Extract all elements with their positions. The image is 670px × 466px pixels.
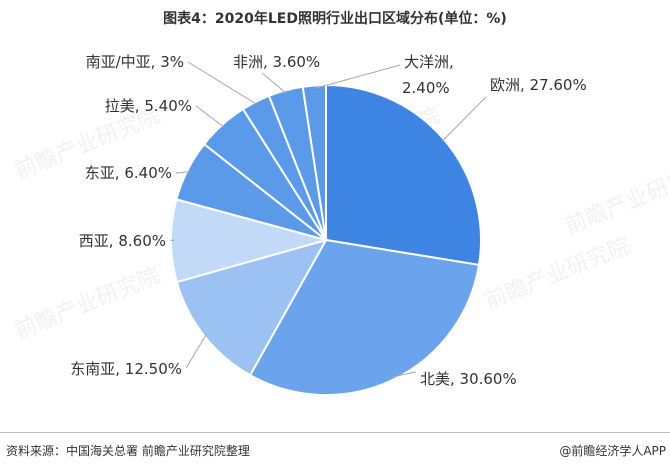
leader-line	[261, 72, 287, 94]
leader-line	[391, 371, 417, 378]
watermark-text: 前瞻产业研究院	[481, 234, 633, 315]
leader-line	[185, 333, 208, 369]
chart-title: 图表4：2020年LED照明行业出口区域分布(单位：%)	[163, 11, 507, 27]
pie-chart: 前瞻产业研究院前瞻产业研究院前瞻产业研究院前瞻产业研究院前瞻产业研究院 欧洲, …	[11, 53, 670, 396]
slice-label: 东亚, 6.40%	[85, 164, 172, 182]
pie-slices	[170, 83, 482, 396]
slice-label: 大洋洲, 2.40%	[402, 53, 454, 97]
leader-line	[175, 171, 191, 174]
footer: 资料来源：中国海关总署 前瞻产业研究院整理 @前瞻经济学人APP	[0, 432, 670, 466]
pie-slice-0	[325, 83, 482, 267]
watermark-text: 前瞻产业研究院	[561, 159, 670, 240]
slice-labels: 欧洲, 27.60% 北美, 30.60% 东南亚, 12.50% 西亚, 8.60%…	[70, 53, 586, 388]
watermark-text: 前瞻产业研究院	[11, 264, 163, 345]
pie-slice-2	[175, 238, 329, 377]
leader-line	[314, 64, 401, 90]
slice-label: 非洲, 3.60%	[233, 53, 320, 71]
source-note: 资料来源：中国海关总署 前瞻产业研究院整理	[6, 444, 250, 458]
pie-slice-1	[248, 238, 481, 396]
slice-label: 西亚, 8.60%	[79, 232, 166, 250]
slice-label: 北美, 30.60%	[420, 370, 517, 388]
pie-slice-3	[170, 198, 330, 284]
slice-label: 南亚/中亚, 3%	[86, 53, 184, 71]
leader-line	[195, 105, 225, 128]
app-credit: @前瞻经济学人APP	[559, 444, 666, 458]
leader-line	[441, 96, 487, 142]
slice-label: 东南亚, 12.50%	[70, 360, 182, 378]
leader-line	[169, 239, 175, 242]
leader-lines	[169, 61, 487, 378]
slice-label: 欧洲, 27.60%	[490, 76, 587, 94]
slice-label: 拉美, 5.40%	[105, 97, 192, 115]
leader-line	[187, 61, 258, 106]
